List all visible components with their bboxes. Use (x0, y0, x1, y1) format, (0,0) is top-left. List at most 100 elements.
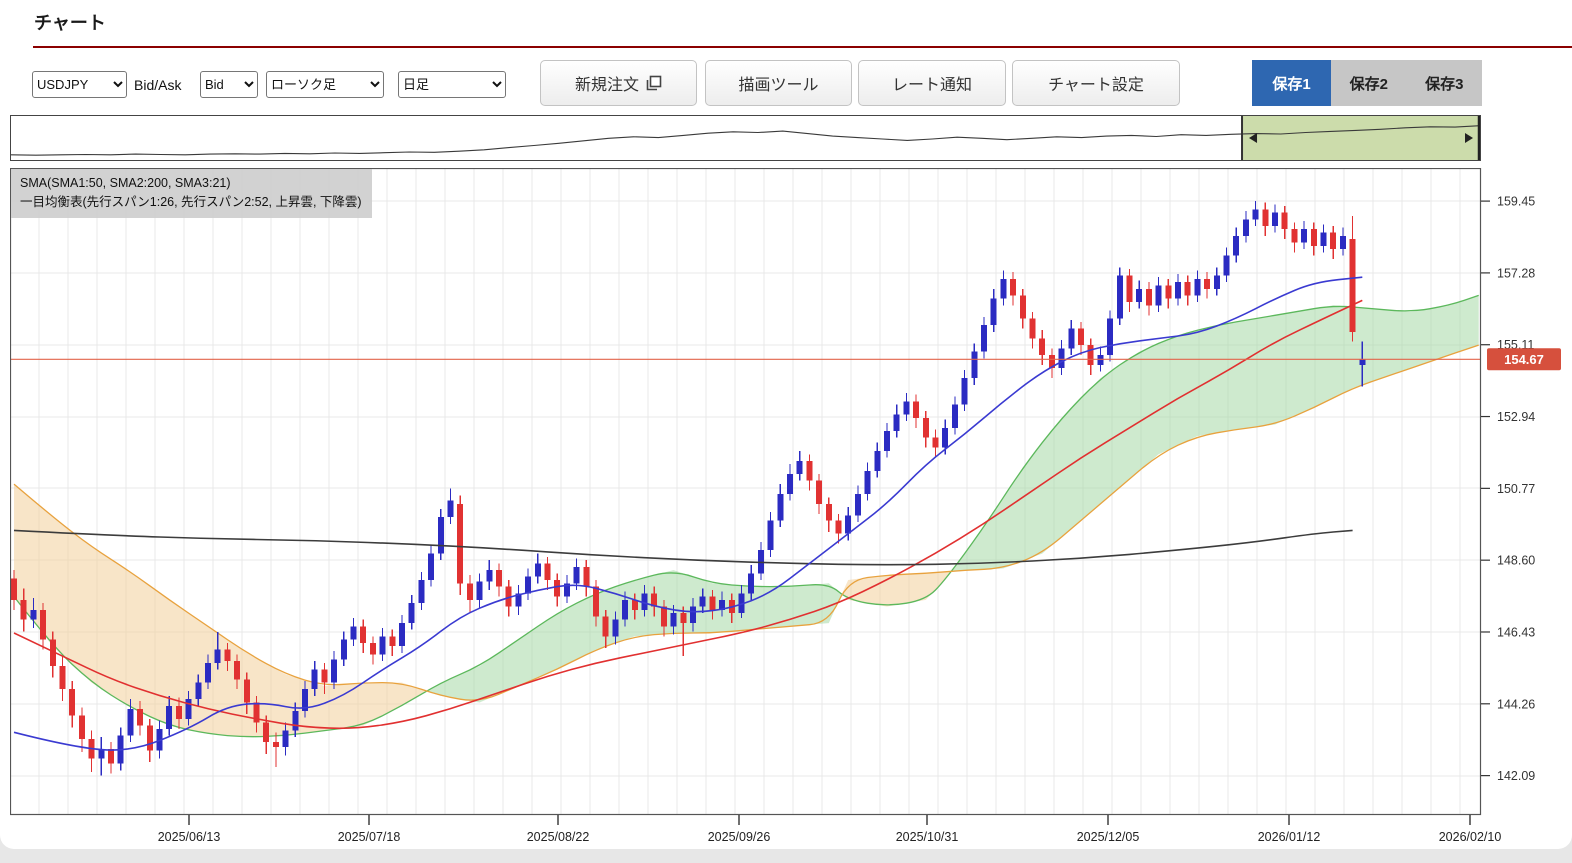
candle (990, 288, 997, 332)
candle (738, 584, 745, 619)
candle (1233, 227, 1240, 263)
x-axis-tick-label: 2025/09/26 (708, 830, 771, 844)
bid-select[interactable]: Bid (200, 71, 258, 98)
candle (1078, 321, 1084, 355)
candle (1204, 272, 1211, 299)
candle (690, 598, 696, 632)
symbol-select[interactable]: USDJPY (32, 71, 127, 98)
candle (98, 737, 105, 776)
timeframe-select[interactable]: 日足 (398, 71, 506, 98)
sma-line-SMA3-21 (13, 276, 1363, 751)
overview-chart[interactable] (10, 115, 1481, 161)
candle (845, 507, 852, 541)
candle (1010, 272, 1017, 306)
candle (263, 715, 270, 754)
ichimoku-cloud-down (14, 484, 427, 738)
candle (922, 411, 929, 448)
candle (602, 609, 609, 648)
candle (418, 571, 425, 610)
candle (777, 484, 784, 528)
candle (719, 591, 726, 617)
chart-legend: SMA(SMA1:50, SMA2:200, SMA3:21) 一目均衡表(先行… (11, 169, 372, 218)
candle (554, 573, 561, 607)
new-window-icon (646, 75, 662, 91)
save-button-2[interactable]: 保存2 (1331, 60, 1407, 106)
candle (1242, 211, 1249, 243)
candle (311, 661, 318, 696)
candle (205, 654, 211, 690)
ichimoku-cloud-up (951, 295, 1479, 572)
chart-type-select[interactable]: ローソク足 (266, 71, 384, 98)
candle (903, 393, 910, 422)
chart-settings-button[interactable]: チャート設定 (1012, 60, 1180, 106)
candle (1330, 225, 1337, 260)
candle (137, 700, 144, 736)
candle (486, 560, 493, 590)
overview-handle-right[interactable] (1465, 133, 1473, 143)
candle (350, 618, 357, 647)
candle (864, 462, 871, 501)
candle (389, 629, 396, 657)
candle (457, 495, 464, 595)
draw-tools-button[interactable]: 描画ツール (705, 60, 852, 106)
candle (30, 598, 37, 629)
candle (1136, 280, 1143, 309)
save-button-3[interactable]: 保存3 (1407, 60, 1483, 106)
candle (360, 619, 367, 653)
save-buttons-group: 保存1 保存2 保存3 (1252, 60, 1482, 106)
candle (1301, 220, 1308, 250)
y-axis-tick-label: 150.77 (1497, 482, 1535, 496)
candle (49, 631, 56, 678)
candle (1175, 273, 1181, 306)
candle (651, 586, 658, 617)
y-axis-tick-label: 152.94 (1497, 410, 1535, 424)
candle (1087, 338, 1094, 375)
overview-handle-left[interactable] (1249, 133, 1258, 143)
candle (447, 488, 454, 524)
candle (787, 464, 793, 501)
candle (709, 589, 716, 620)
legend-line-sma: SMA(SMA1:50, SMA2:200, SMA3:21) (20, 176, 231, 190)
legend-line-ichimoku: 一目均衡表(先行スパン1:26, 先行スパン2:52, 上昇雲, 下降雲) (20, 195, 362, 209)
overview-line (10, 125, 1481, 156)
candle (1048, 348, 1055, 379)
candle (1058, 340, 1065, 375)
candle (195, 674, 202, 706)
plot-area (10, 168, 1481, 815)
y-axis: 159.45157.28155.11152.94150.77148.60146.… (1481, 195, 1535, 783)
candle (1155, 277, 1162, 312)
overview-selection[interactable] (1242, 116, 1480, 160)
current-price-badge: 154.67 (1487, 348, 1561, 371)
save-button-1[interactable]: 保存1 (1252, 60, 1331, 106)
candle (59, 656, 66, 701)
candle (699, 588, 706, 614)
candle (767, 512, 774, 557)
x-axis-tick-label: 2025/12/05 (1077, 830, 1140, 844)
new-order-button[interactable]: 新規注文 (540, 60, 697, 106)
main-chart[interactable]: 159.45 157.28 155.11 152.94 150.77 148.60 146.… (9, 167, 1572, 849)
candle (78, 707, 85, 753)
candle (835, 513, 842, 544)
candle (11, 570, 17, 610)
candle (1310, 222, 1317, 256)
candle (612, 611, 619, 645)
candle (1272, 204, 1278, 233)
rate-alert-button[interactable]: レート通知 (858, 60, 1006, 106)
candle (631, 593, 638, 620)
candle (1223, 247, 1230, 283)
candle (748, 565, 755, 600)
x-axis-tick-label: 2025/07/18 (338, 830, 401, 844)
draw-tools-label: 描画ツール (738, 77, 819, 94)
candle (175, 697, 182, 729)
sma-line-SMA2-200 (13, 529, 1353, 566)
candle (1126, 268, 1133, 312)
candle (641, 584, 648, 617)
candle (515, 584, 522, 615)
candle (243, 672, 250, 715)
candle (981, 316, 987, 359)
candle (1165, 278, 1172, 309)
rate-alert-label: レート通知 (891, 77, 972, 94)
candle (302, 680, 308, 718)
x-axis-tick-label: 2026/01/12 (1258, 830, 1321, 844)
y-axis-tick-label: 159.45 (1497, 195, 1535, 209)
